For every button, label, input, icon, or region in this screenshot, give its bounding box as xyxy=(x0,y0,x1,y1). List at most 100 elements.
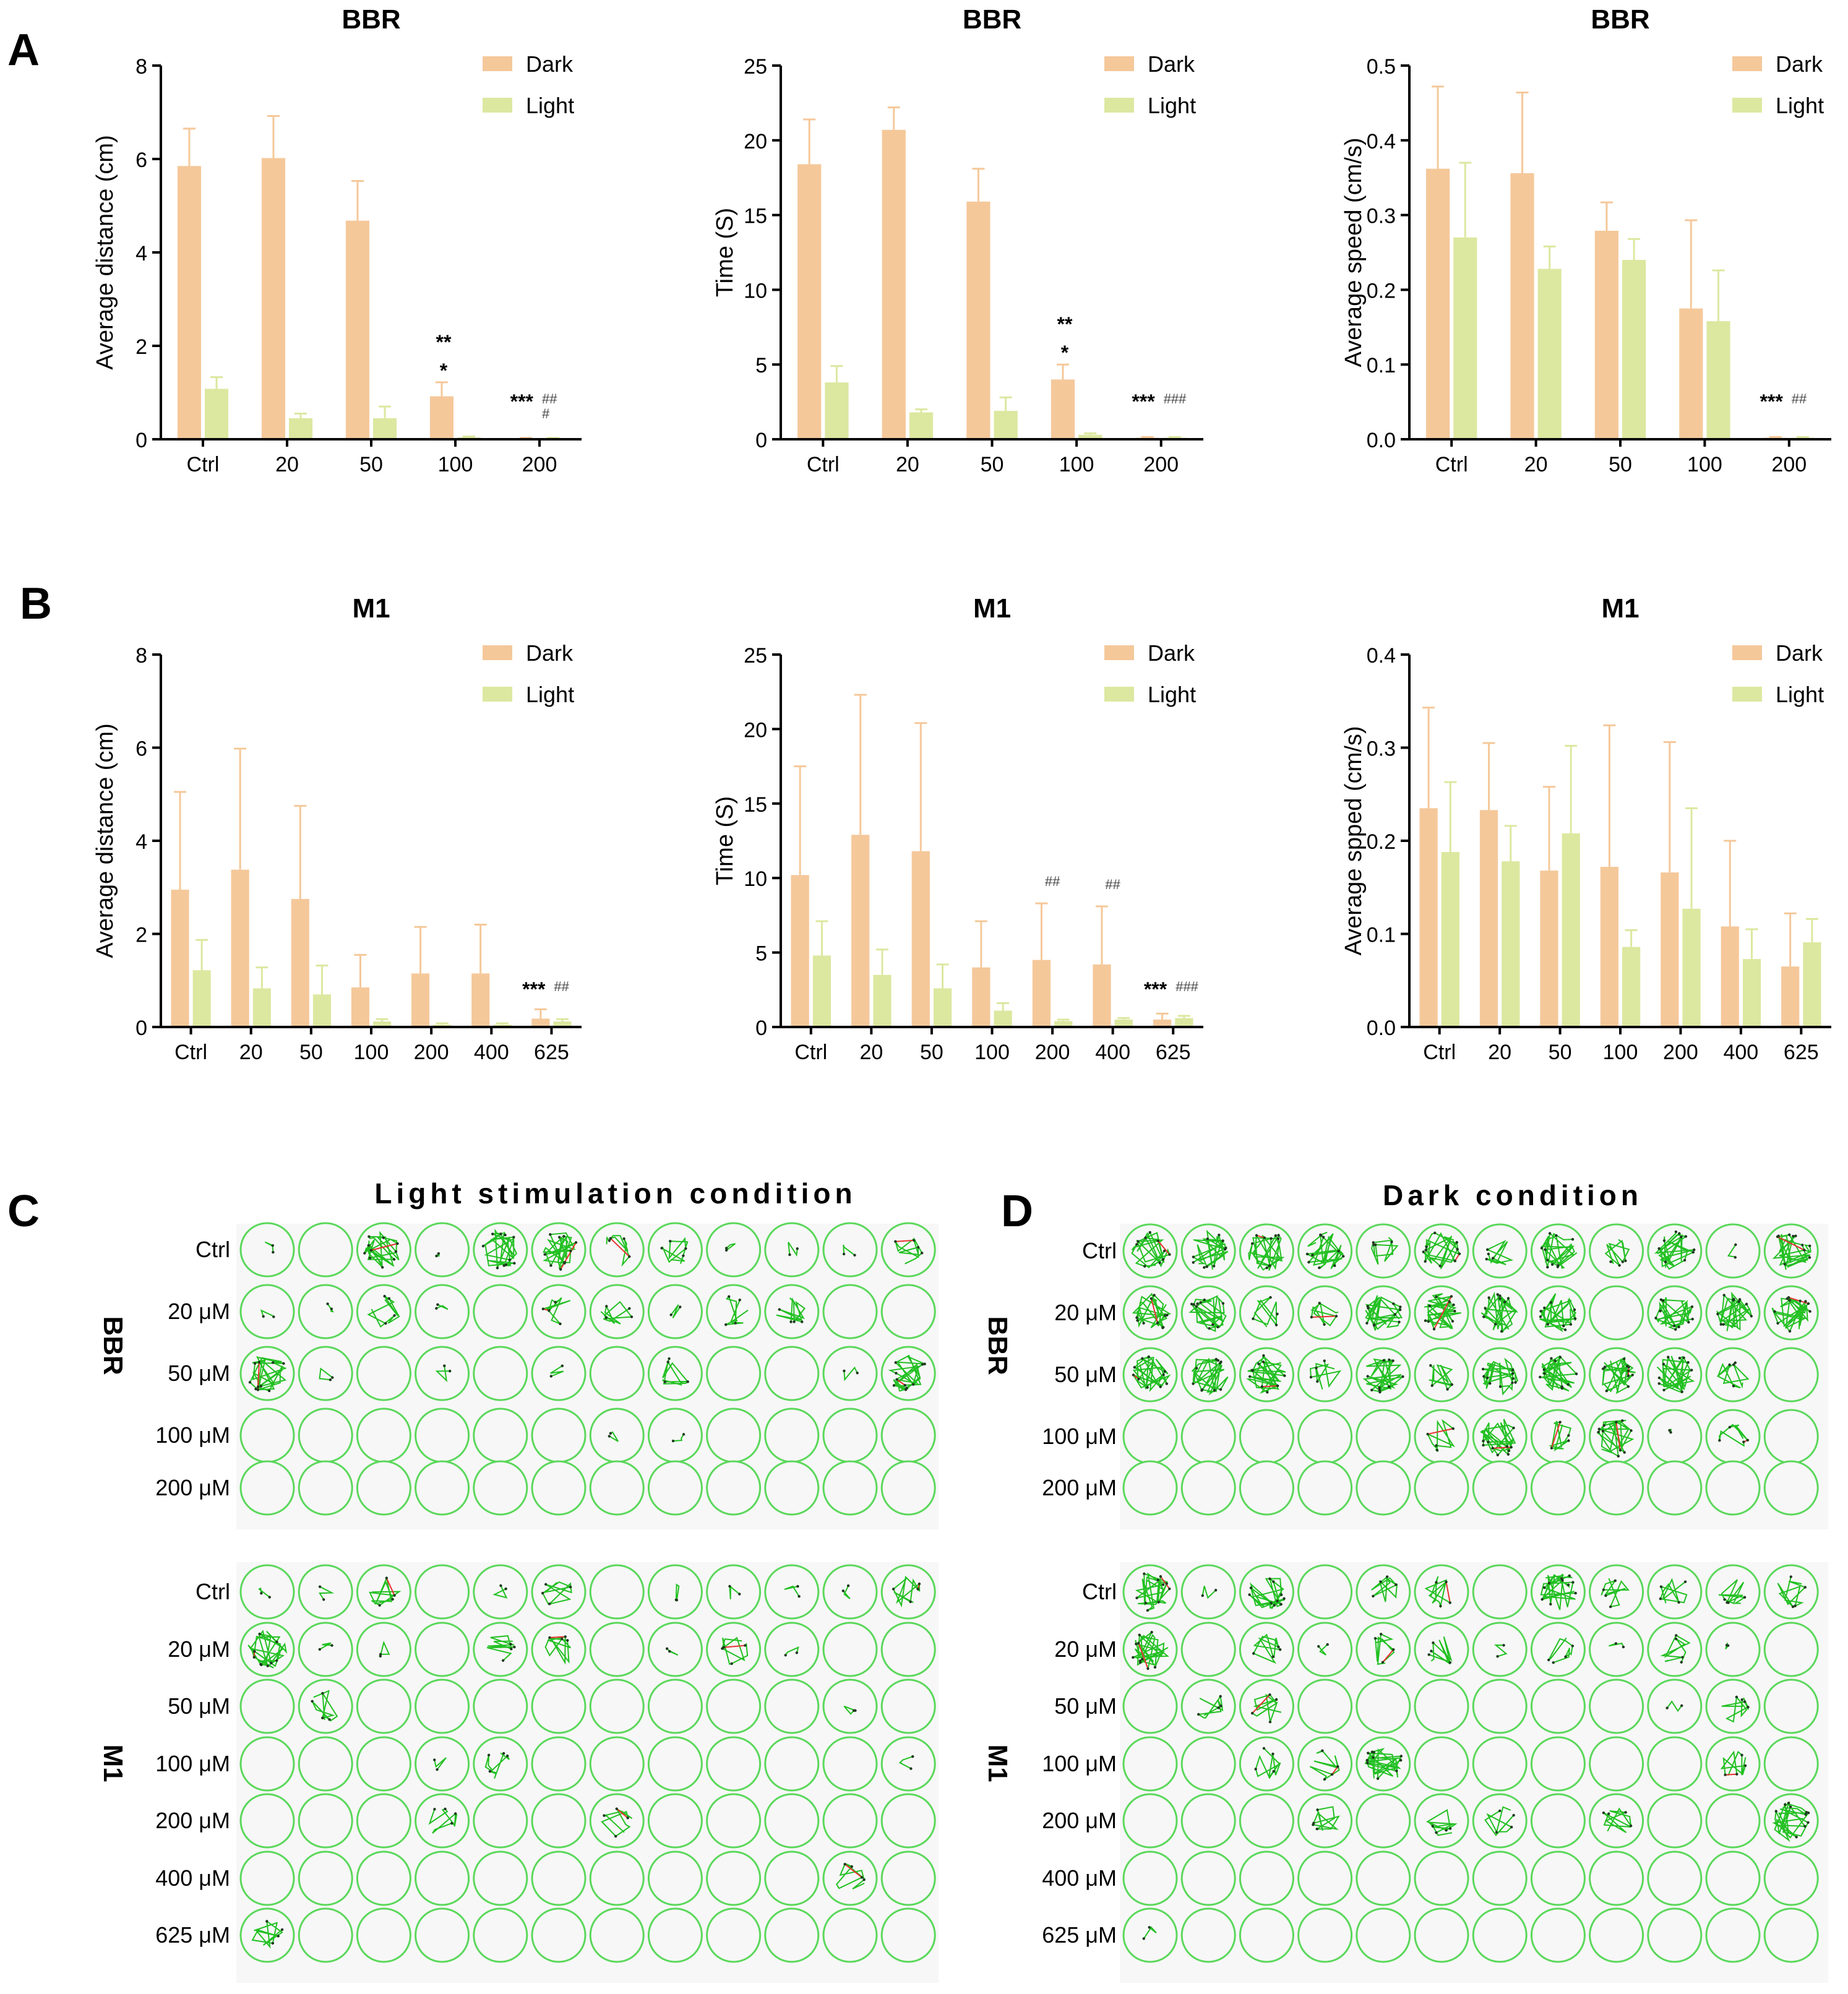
track-point xyxy=(1602,1424,1605,1427)
track-point xyxy=(1662,1239,1666,1242)
track-point xyxy=(1211,1323,1214,1326)
track-point xyxy=(1690,1305,1694,1309)
well xyxy=(531,1793,587,1849)
track-point xyxy=(1482,1440,1485,1443)
well xyxy=(1180,1736,1236,1792)
track-point xyxy=(562,1235,565,1238)
well xyxy=(1297,1678,1353,1734)
track-point xyxy=(1740,1753,1743,1757)
track-point xyxy=(1370,1388,1373,1392)
track-point xyxy=(1722,1323,1725,1326)
track-point xyxy=(1283,1597,1286,1601)
movement-track-fast xyxy=(560,1242,577,1270)
track-point xyxy=(1735,1695,1738,1699)
movement-track xyxy=(247,1630,288,1669)
row-label: 50 μM xyxy=(168,1693,230,1719)
track-point xyxy=(1550,1357,1553,1360)
track-point xyxy=(1485,1248,1489,1251)
bar-light xyxy=(873,974,892,1027)
track-point xyxy=(1803,1586,1807,1589)
well xyxy=(764,1907,820,1963)
legend-swatch-dark xyxy=(1104,645,1134,660)
track-point xyxy=(436,1768,439,1771)
track-point xyxy=(1378,1386,1381,1390)
track-point xyxy=(1166,1313,1169,1317)
movement-track xyxy=(1666,1700,1683,1713)
movement-track xyxy=(1370,1575,1398,1602)
movement-track xyxy=(1374,1633,1395,1665)
movement-track xyxy=(319,1367,333,1381)
well xyxy=(356,1850,411,1906)
movement-track-fast xyxy=(1427,1428,1454,1435)
well xyxy=(473,1346,528,1401)
movement-track xyxy=(1132,1292,1172,1328)
movement-track-fast xyxy=(1150,1298,1159,1323)
y-axis-label: Average distance (cm) xyxy=(92,135,118,369)
track-point xyxy=(1498,1297,1502,1300)
track-point xyxy=(1132,1656,1135,1659)
well xyxy=(1472,1850,1528,1906)
track-point xyxy=(1309,1375,1313,1379)
track-point xyxy=(1691,1250,1695,1254)
well xyxy=(1414,1409,1469,1464)
track-point xyxy=(1260,1385,1263,1388)
track-point xyxy=(1216,1325,1219,1329)
track-point xyxy=(1511,1381,1514,1385)
bar-light xyxy=(1453,237,1477,439)
well xyxy=(1705,1460,1761,1516)
track-point xyxy=(727,1295,731,1298)
track-point xyxy=(1661,1299,1665,1302)
track-point xyxy=(369,1248,373,1252)
legend-swatch-dark xyxy=(1732,56,1762,71)
track-point xyxy=(1544,1248,1547,1251)
track-point xyxy=(566,1639,569,1642)
track-point xyxy=(1159,1385,1162,1388)
legend-swatch-light xyxy=(483,98,512,113)
x-tick-label: 625 xyxy=(1784,1041,1819,1064)
track-point xyxy=(326,1302,329,1305)
track-point xyxy=(724,1248,728,1252)
track-point xyxy=(1252,1317,1255,1320)
track-point xyxy=(1315,1827,1319,1831)
track-point xyxy=(436,1303,439,1306)
track-point xyxy=(1271,1752,1274,1756)
movement-track-fast xyxy=(1492,1446,1511,1449)
movement-track-fast xyxy=(1445,1581,1451,1603)
track-point xyxy=(1148,1231,1151,1234)
well xyxy=(822,1460,878,1516)
track-point xyxy=(513,1646,516,1649)
bar-light xyxy=(994,411,1018,439)
movement-track-fast xyxy=(1252,1694,1271,1714)
well xyxy=(239,1678,295,1734)
track-point xyxy=(1743,1700,1747,1703)
y-tick-label: 0 xyxy=(755,429,767,452)
movement-track xyxy=(251,1920,283,1949)
track-point xyxy=(1311,1253,1314,1257)
track-point xyxy=(1270,1237,1273,1240)
well xyxy=(1414,1622,1469,1677)
track-point xyxy=(383,1294,386,1298)
chart-title: BBR xyxy=(342,4,400,35)
bar-light xyxy=(909,412,934,439)
well xyxy=(298,1460,353,1516)
well xyxy=(822,1284,878,1339)
track-point xyxy=(253,1650,256,1653)
track-point xyxy=(393,1314,396,1317)
well xyxy=(822,1736,878,1792)
movement-track xyxy=(1248,1577,1285,1610)
track-point xyxy=(909,1600,912,1604)
track-point xyxy=(1398,1320,1401,1323)
well xyxy=(1763,1347,1819,1403)
track-point xyxy=(1379,1633,1383,1636)
track-point xyxy=(1395,1769,1398,1773)
movement-track xyxy=(311,1690,338,1722)
y-tick-label: 0.4 xyxy=(1367,644,1396,668)
movement-track xyxy=(1771,1297,1811,1333)
well xyxy=(1530,1907,1586,1963)
track-point xyxy=(1808,1244,1811,1247)
track-point xyxy=(1435,1444,1438,1447)
track-point xyxy=(563,1261,566,1265)
movement-track xyxy=(1772,1801,1810,1842)
track-point xyxy=(1205,1265,1208,1268)
track-point xyxy=(1510,1826,1513,1829)
